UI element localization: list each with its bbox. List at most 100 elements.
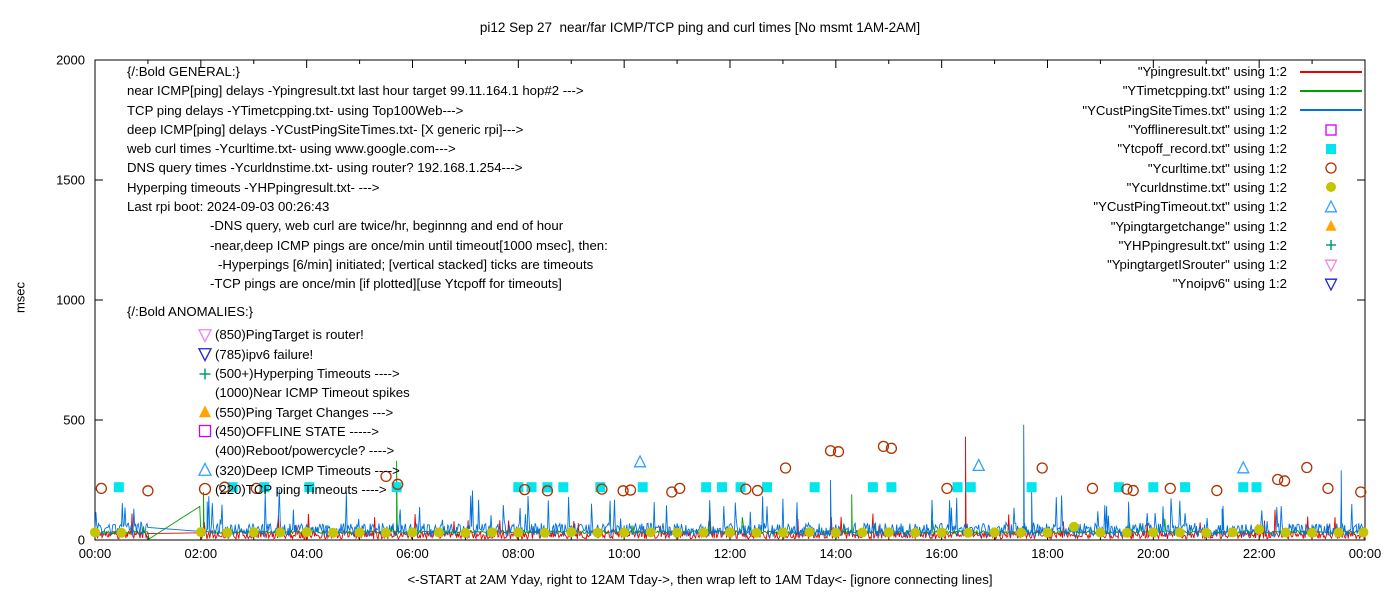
anomaly-text: (450)OFFLINE STATE -----> xyxy=(215,423,379,439)
circle-open-marker xyxy=(779,462,792,474)
circle-open-marker xyxy=(624,484,637,496)
circle-filled-marker xyxy=(883,527,894,538)
circle-open-icon xyxy=(1325,162,1337,174)
x-tick-label: 16:00 xyxy=(925,546,958,561)
circle-filled-marker xyxy=(645,527,656,538)
circle-open-marker xyxy=(198,483,212,496)
general-annotations: {/:Bold GENERAL:} near ICMP[ping] delays … xyxy=(127,62,608,294)
square-filled-marker xyxy=(701,482,712,493)
circle-filled-icon xyxy=(1326,182,1336,193)
circle-open-marker xyxy=(1272,473,1284,486)
circle-filled-marker xyxy=(698,527,709,538)
circle-filled-marker xyxy=(1042,527,1053,538)
circle-filled-marker xyxy=(328,527,339,538)
triangle-up-open-marker xyxy=(1324,199,1338,213)
plus-marker xyxy=(1326,240,1336,251)
square-filled-marker xyxy=(1113,482,1124,493)
legend-item: "Ycurldnstime.txt" using 1:2 xyxy=(1082,178,1367,197)
legend-line-sample xyxy=(1295,109,1367,112)
circle-filled-marker xyxy=(857,527,868,538)
circle-open-marker xyxy=(1121,483,1133,495)
legend-marker-sample xyxy=(1295,257,1367,273)
circle-filled-marker xyxy=(725,527,735,538)
circle-open-icon xyxy=(197,481,213,497)
legend-label: "YCustPingSiteTimes.txt" using 1:2 xyxy=(1082,102,1287,118)
circle-filled-marker xyxy=(433,527,444,538)
circle-filled-marker xyxy=(275,527,286,538)
y-tick-label: 500 xyxy=(63,413,85,428)
anomaly-text: (850)PingTarget is router! xyxy=(215,327,364,343)
circle-open-marker xyxy=(1036,462,1048,474)
triangle-down-open-icon xyxy=(1324,278,1338,292)
x-tick-label: 00:00 xyxy=(79,546,112,561)
triangle-up-filled-icon xyxy=(198,405,212,418)
circle-open-marker xyxy=(596,483,608,495)
square-filled-marker xyxy=(867,482,878,493)
circle-open-marker xyxy=(1278,475,1291,487)
circle-filled-marker xyxy=(777,527,788,538)
square-filled-marker xyxy=(952,482,963,493)
triangle-down-open-marker xyxy=(197,329,213,343)
legend-item: "Ypingtargetchange" using 1:2 xyxy=(1082,216,1367,235)
circle-open-marker xyxy=(1355,486,1367,498)
square-filled-marker xyxy=(1326,143,1336,154)
circle-open-marker xyxy=(824,445,837,457)
anomaly-item: (450)OFFLINE STATE -----> xyxy=(197,422,410,441)
x-tick-label: 02:00 xyxy=(185,546,218,561)
plus-icon xyxy=(197,366,213,382)
square-filled-marker xyxy=(886,482,897,493)
square-open-marker xyxy=(1325,123,1337,136)
general-line: -near,deep ICMP pings are once/min until… xyxy=(210,237,608,253)
legend-label: "YHPpingresult.txt" using 1:2 xyxy=(1118,237,1287,253)
square-filled-marker xyxy=(526,482,537,493)
circle-open-marker xyxy=(751,484,764,497)
x-tick-label: 14:00 xyxy=(820,546,853,561)
circle-open-marker xyxy=(941,482,953,495)
circle-filled-marker xyxy=(963,527,974,538)
legend-label: "Ytcpoff_record.txt" using 1:2 xyxy=(1117,141,1287,157)
triangle-down-open-icon xyxy=(197,348,213,363)
triangle-up-filled-icon xyxy=(197,404,213,420)
legend-item: "YCustPingSiteTimes.txt" using 1:2 xyxy=(1082,101,1367,120)
legend-item: "Yofflineresult.txt" using 1:2 xyxy=(1082,120,1367,139)
plus-marker xyxy=(199,368,211,380)
square-filled-marker xyxy=(259,482,270,493)
general-line: Last rpi boot: 2024-09-03 00:26:43 xyxy=(127,199,330,215)
square-open-icon xyxy=(1325,123,1337,136)
circle-filled-marker xyxy=(1227,527,1238,538)
triangle-up-filled-marker xyxy=(198,405,212,418)
circle-filled-marker xyxy=(1016,527,1027,538)
circle-filled-marker xyxy=(1095,527,1106,538)
circle-filled-marker xyxy=(407,527,418,538)
marker-spacer xyxy=(197,385,213,401)
circle-open-marker xyxy=(877,440,890,453)
anomaly-item: (320)Deep ICMP Timeouts ----> xyxy=(197,460,410,479)
circle-filled-marker xyxy=(248,527,259,538)
legend-marker-sample xyxy=(1295,218,1367,234)
square-filled-marker xyxy=(1180,482,1191,493)
general-line: Hyperping timeouts -YHPpingresult.txt- -… xyxy=(127,179,380,195)
anomaly-item: (785)ipv6 failure! xyxy=(197,345,410,364)
legend-label: "Yofflineresult.txt" using 1:2 xyxy=(1128,122,1287,138)
anomaly-text: (785)ipv6 failure! xyxy=(215,346,314,362)
general-line: deep ICMP[ping] delays -YCustPingSiteTim… xyxy=(127,121,524,137)
legend-label: "Ypingtargetchange" using 1:2 xyxy=(1110,218,1287,234)
square-filled-marker xyxy=(637,482,648,493)
circle-filled-marker xyxy=(381,527,392,538)
general-line: TCP ping delays -YTimetcpping.txt- using… xyxy=(127,102,464,118)
circle-open-marker xyxy=(1325,162,1337,174)
legend-label: "Ypingresult.txt" using 1:2 xyxy=(1137,64,1287,80)
triangle-down-open-icon xyxy=(1324,259,1338,273)
legend-marker-sample xyxy=(1295,276,1367,292)
circle-filled-marker xyxy=(592,527,603,538)
x-tick-label: 08:00 xyxy=(502,546,535,561)
circle-open-marker xyxy=(1322,482,1334,495)
square-filled-marker xyxy=(391,482,402,493)
circle-filled-marker xyxy=(1148,527,1159,538)
series-line-YCustPingSiteTimes xyxy=(94,424,1366,538)
legend-label: "Ynoipv6" using 1:2 xyxy=(1172,276,1287,292)
anomaly-text: (400)Reboot/powercycle? ----> xyxy=(215,443,395,459)
anomalies-list: (850)PingTarget is router! (785)ipv6 fail… xyxy=(197,325,410,499)
legend-label: "Ycurltime.txt" using 1:2 xyxy=(1147,160,1287,176)
